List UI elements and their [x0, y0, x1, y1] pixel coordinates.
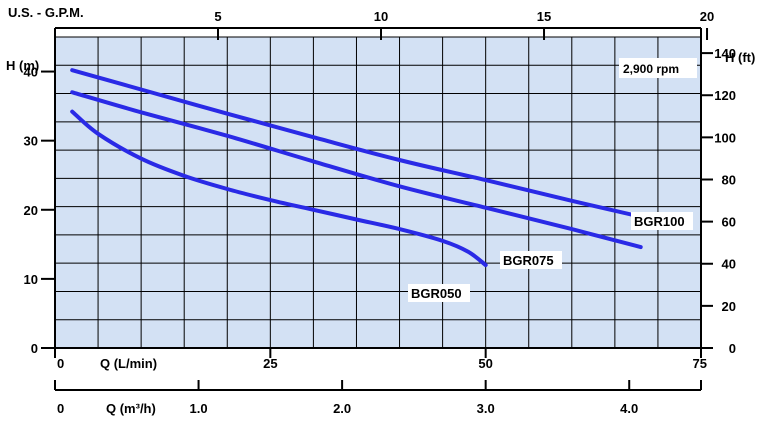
m3h-axis-tick-label: 2.0 [333, 401, 351, 416]
series-label-bgr075: BGR075 [503, 253, 554, 268]
lpm-axis-tick-label: 75 [693, 356, 707, 371]
series-label-box-bgr075 [500, 251, 562, 269]
series-label-box-bgr100 [631, 212, 693, 230]
plot-area [55, 37, 701, 348]
speed-label-box [619, 58, 697, 78]
lpm-axis-tick-label: 25 [263, 356, 277, 371]
y-axis-right-tick-label: 120 [714, 88, 736, 103]
m3h-axis-tick-label: 4.0 [620, 401, 638, 416]
lpm-axis-tick-label: 0 [57, 356, 64, 371]
series-label-box-bgr050 [408, 284, 470, 302]
y-axis-right-tick-label: 60 [722, 215, 736, 230]
y-axis-left-tick-label: 0 [31, 341, 38, 356]
performance-curves [70, 68, 643, 268]
curve-bgr100 [70, 68, 643, 219]
curve-bgr075 [70, 90, 643, 250]
series-label-bgr050: BGR050 [411, 286, 462, 301]
y-axis-left-tick-label: 40 [24, 65, 38, 80]
y-axis-left-tick-label: 30 [24, 134, 38, 149]
lpm-axis-title: Q (L/min) [100, 356, 157, 371]
axes [41, 27, 713, 391]
y-axis-left-tick-label: 20 [24, 203, 38, 218]
m3h-axis-tick-label: 1.0 [190, 401, 208, 416]
y-axis-right-tick-label: 100 [714, 130, 736, 145]
y-axis-right-tick-label: 0 [729, 341, 736, 356]
m3h-axis-tick-label: 3.0 [477, 401, 495, 416]
series-label-bgr100: BGR100 [634, 214, 685, 229]
lpm-axis-tick-label: 50 [478, 356, 492, 371]
gpm-axis-tick-label: 10 [374, 9, 388, 24]
gpm-axis-tick-label: 15 [537, 9, 551, 24]
gpm-axis-tick-label: 5 [214, 9, 221, 24]
speed-label: 2,900 rpm [623, 62, 679, 76]
y-axis-left-tick-label: 10 [24, 272, 38, 287]
y-axis-right-tick-label: 20 [722, 299, 736, 314]
y-axis-right-title: H (ft) [725, 50, 755, 65]
y-axis-right-tick-label: 80 [722, 172, 736, 187]
gpm-axis-title: U.S. - G.P.M. [8, 5, 84, 20]
chart-labels: 0 10 20 30 40 0 20 40 60 80 100 120 140 5 10 15 20 0 25 50 7… [24, 9, 736, 416]
m3h-axis-title: Q (m³/h) [106, 401, 156, 416]
y-axis-right-tick-label: 140 [714, 46, 736, 61]
y-axis-right-tick-label: 40 [722, 257, 736, 272]
m3h-axis-tick-label: 0 [57, 401, 64, 416]
y-axis-left-title: H (m) [6, 58, 39, 73]
curve-bgr050 [70, 109, 488, 268]
gpm-axis-tick-label: 20 [700, 9, 714, 24]
